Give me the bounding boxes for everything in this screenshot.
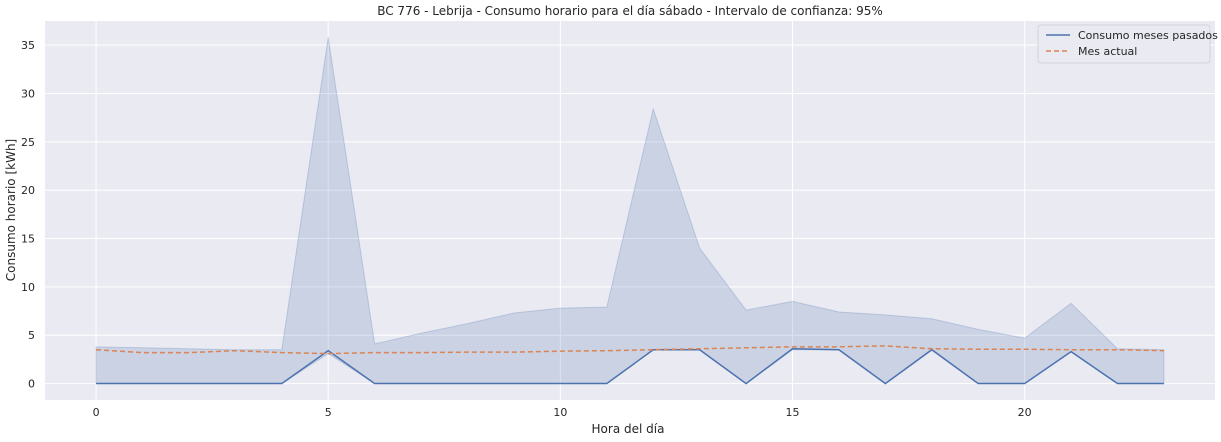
x-axis-ticks: 0 5 10 15 20 [93, 406, 1032, 419]
y-tick-label: 5 [28, 329, 35, 342]
y-tick-label: 10 [21, 281, 35, 294]
x-tick-label: 10 [553, 406, 567, 419]
chart-title: BC 776 - Lebrija - Consumo horario para … [377, 4, 883, 18]
x-tick-label: 20 [1018, 406, 1032, 419]
y-tick-label: 35 [21, 39, 35, 52]
series-line-1 [96, 345, 1164, 355]
x-axis-label: Hora del día [592, 422, 665, 436]
y-axis-label: Consumo horario [kWh] [4, 139, 18, 281]
y-tick-label: 25 [21, 136, 35, 149]
legend-label-mes-actual: Mes actual [1078, 45, 1137, 58]
x-tick-label: 15 [786, 406, 800, 419]
series-lines [96, 345, 1164, 385]
legend-box [1037, 24, 1211, 64]
grid [45, 21, 1215, 400]
legend-label-consumo-meses-pasados: Consumo meses pasados [1078, 29, 1218, 42]
y-tick-label: 15 [21, 233, 35, 246]
series-line-0 [96, 348, 1164, 385]
x-tick-label: 0 [93, 406, 100, 419]
y-axis-ticks: 0 5 10 15 20 25 30 35 [21, 39, 35, 390]
legend: Consumo meses pasados Mes actual [1037, 24, 1218, 64]
y-tick-label: 20 [21, 184, 35, 197]
y-tick-label: 0 [28, 378, 35, 391]
y-tick-label: 30 [21, 88, 35, 101]
x-tick-label: 5 [325, 406, 332, 419]
plot-background [45, 21, 1215, 400]
